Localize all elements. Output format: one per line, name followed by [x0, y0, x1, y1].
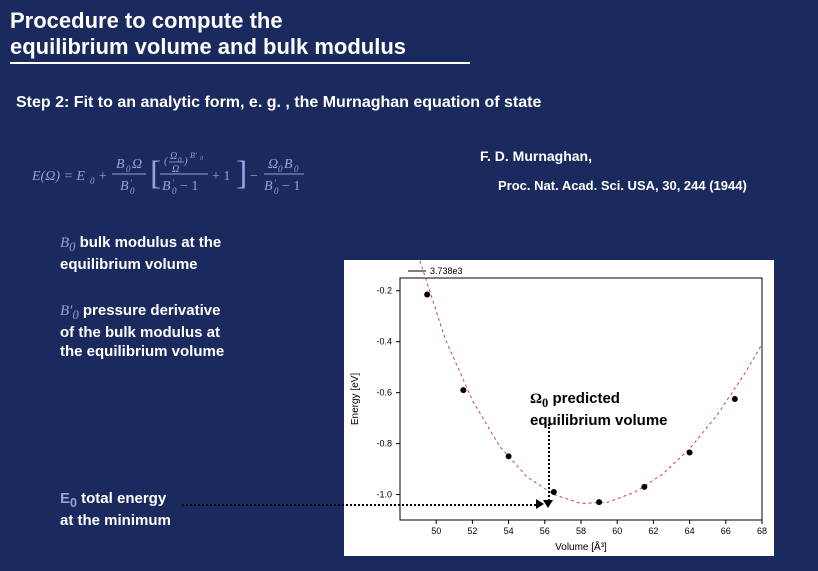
- svg-text:B: B: [120, 179, 129, 194]
- def-b0: B0 bulk modulus at the equilibrium volum…: [60, 234, 224, 274]
- svg-text:64: 64: [685, 526, 695, 536]
- parameter-definitions: B0 bulk modulus at the equilibrium volum…: [60, 234, 224, 390]
- svg-text:Ω: Ω: [132, 157, 142, 172]
- svg-text:− 1: − 1: [180, 179, 198, 194]
- slide-title: Procedure to compute the equilibrium vol…: [0, 0, 818, 68]
- svg-text:−: −: [250, 169, 258, 184]
- svg-text:0: 0: [278, 164, 283, 174]
- svg-text:B: B: [162, 179, 171, 194]
- indicator-line-horizontal: [182, 504, 540, 506]
- svg-text:Ω: Ω: [268, 157, 278, 172]
- svg-text:0: 0: [172, 186, 177, 196]
- svg-text:B: B: [116, 157, 125, 172]
- svg-text:E(Ω) = E: E(Ω) = E: [32, 169, 85, 184]
- svg-text:[: [: [150, 155, 161, 192]
- svg-text:Volume [Å³]: Volume [Å³]: [555, 540, 607, 553]
- symbol-b0prime: B′0: [60, 303, 79, 319]
- symbol-b0: B0: [60, 235, 75, 251]
- svg-text:Ω: Ω: [172, 164, 179, 175]
- def-b0prime: B′0 pressure derivative of the bulk modu…: [60, 302, 224, 361]
- def-b0p-line2: of the bulk modulus at: [60, 324, 220, 341]
- symbol-e0: E0: [60, 490, 77, 507]
- svg-text:0: 0: [130, 186, 135, 196]
- svg-text:]: ]: [236, 155, 247, 192]
- svg-text:52: 52: [467, 526, 477, 536]
- svg-text:0: 0: [126, 164, 131, 174]
- svg-text:-0.4: -0.4: [376, 337, 392, 347]
- symbol-omega0: Ω0: [530, 391, 548, 407]
- svg-text:+: +: [98, 169, 107, 184]
- citation-reference: Proc. Nat. Acad. Sci. USA, 30, 244 (1944…: [498, 178, 747, 193]
- svg-text:B: B: [284, 157, 293, 172]
- arrowhead-right-icon: [536, 499, 544, 509]
- title-line-2: equilibrium volume and bulk modulus: [10, 34, 808, 60]
- svg-text:B′: B′: [190, 151, 197, 160]
- svg-text:-1.0: -1.0: [376, 490, 392, 500]
- svg-text:-0.2: -0.2: [376, 286, 392, 296]
- murnaghan-equation: E(Ω) = E 0 + B0Ω B′0 [ ( Ω0 Ω ) B′0 B′0 …: [32, 146, 372, 204]
- svg-text:66: 66: [721, 526, 731, 536]
- title-line-1: Procedure to compute the: [10, 8, 808, 34]
- svg-text:0: 0: [178, 156, 182, 164]
- svg-text:-0.6: -0.6: [376, 388, 392, 398]
- svg-text:50: 50: [431, 526, 441, 536]
- def-e0: E0 total energy at the minimum: [60, 490, 171, 530]
- svg-text:+ 1: + 1: [212, 169, 230, 184]
- def-e0-line2: at the minimum: [60, 512, 171, 529]
- annotation-omega0: Ω0 predicted equilibrium volume: [530, 390, 668, 430]
- svg-text:58: 58: [576, 526, 586, 536]
- arrowhead-down-icon: [543, 500, 553, 508]
- svg-text:54: 54: [504, 526, 514, 536]
- svg-text:68: 68: [757, 526, 767, 536]
- def-e0-line1: total energy: [81, 490, 166, 507]
- title-underline: [10, 62, 470, 64]
- svg-text:): ): [183, 155, 188, 167]
- indicator-line-vertical: [548, 424, 550, 504]
- svg-text:0: 0: [294, 164, 299, 174]
- svg-text:Energy [eV]: Energy [eV]: [350, 373, 361, 425]
- annot-line2: equilibrium volume: [530, 412, 668, 429]
- svg-text:0: 0: [200, 156, 203, 162]
- svg-text:-0.8: -0.8: [376, 439, 392, 449]
- def-b0p-line3: the equilibrium volume: [60, 343, 224, 360]
- svg-text:0: 0: [274, 186, 279, 196]
- def-b0-line1: bulk modulus at the: [80, 234, 222, 251]
- step-heading: Step 2: Fit to an analytic form, e. g. ,…: [0, 68, 818, 112]
- svg-text:56: 56: [540, 526, 550, 536]
- svg-text:Ω: Ω: [170, 151, 177, 162]
- def-b0-line2: equilibrium volume: [60, 256, 198, 273]
- svg-text:60: 60: [612, 526, 622, 536]
- def-b0p-line1: pressure derivative: [83, 302, 221, 319]
- annot-line1: predicted: [552, 390, 620, 407]
- svg-text:62: 62: [648, 526, 658, 536]
- svg-text:B: B: [264, 179, 273, 194]
- svg-text:0: 0: [90, 176, 95, 186]
- svg-text:− 1: − 1: [282, 179, 300, 194]
- svg-text:(: (: [164, 155, 169, 167]
- svg-text:3.738e3: 3.738e3: [430, 266, 463, 276]
- citation-author: F. D. Murnaghan,: [480, 148, 592, 164]
